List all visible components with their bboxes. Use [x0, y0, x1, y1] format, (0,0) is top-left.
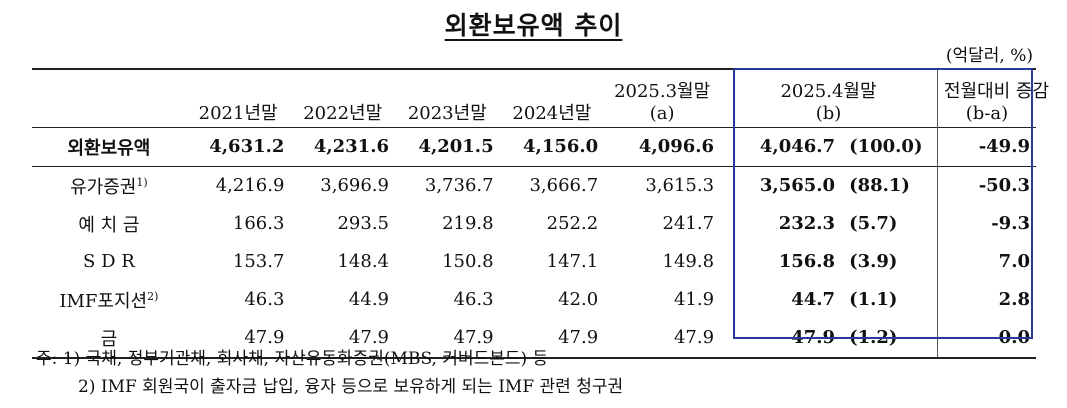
cell-2022: 47.9 — [348, 327, 389, 348]
cell-2025-03: 47.9 — [673, 327, 715, 348]
cell-2025-04: 156.8 — [778, 251, 836, 272]
header-row: 2021년말 2022년말 2023년말 2024년말 2025.3월말 (a) … — [32, 69, 1049, 127]
row-name: IMF포지션2) — [59, 289, 159, 312]
page-title: 외환보유액 추이 — [444, 11, 623, 40]
cell-share: (1.2) — [849, 327, 898, 348]
footnote-1: 주: 1) 국채, 정부기관채, 회사채, 자산유동화증권(MBS, 커버드본드… — [36, 349, 549, 369]
table-row: IMF포지션2) 46.3 44.9 46.3 42.0 41.9 44.7 (… — [32, 280, 1036, 319]
cell-2021: 166.3 — [232, 213, 285, 234]
cell-2024: 4,156.0 — [523, 136, 599, 157]
cell-2022: 3,696.9 — [320, 175, 389, 196]
table-row: 외환보유액 4,631.2 4,231.6 4,201.5 4,156.0 4,… — [32, 127, 1036, 166]
cell-2025-04: 47.9 — [791, 327, 836, 348]
cell-change: 0.0 — [936, 318, 1036, 358]
cell-2024: 47.9 — [558, 327, 599, 348]
row-name: 금 — [100, 328, 118, 350]
cell-2025-04: 44.7 — [791, 289, 836, 310]
row-name: 예 치 금 — [78, 214, 140, 236]
cell-2025-04: 3,565.0 — [759, 175, 836, 196]
unit-label: (억달러, %) — [945, 46, 1033, 66]
cell-2021: 46.3 — [244, 289, 285, 310]
cell-2022: 293.5 — [337, 213, 389, 234]
cell-change: -50.3 — [936, 166, 1036, 205]
cell-share: (100.0) — [849, 136, 923, 157]
cell-share: (3.9) — [849, 251, 898, 272]
cell-2024: 42.0 — [558, 289, 599, 310]
header-2023: 2023년말 — [407, 102, 487, 124]
cell-2023: 46.3 — [453, 289, 494, 310]
cell-change: -49.9 — [936, 127, 1036, 166]
header-change: 전월대비 증감 (b-a) — [936, 69, 1049, 127]
cell-change: 7.0 — [936, 242, 1036, 281]
footnote-2: 2) IMF 회원국이 출자금 납입, 융자 등으로 보유하게 되는 IMF 관… — [78, 377, 624, 397]
cell-2025-03: 4,096.6 — [638, 136, 715, 157]
cell-2021: 47.9 — [244, 327, 285, 348]
cell-2023: 47.9 — [453, 327, 494, 348]
table-row: 유가증권1) 4,216.9 3,696.9 3,736.7 3,666.7 3… — [32, 166, 1036, 205]
cell-2023: 4,201.5 — [418, 136, 494, 157]
cell-2025-03: 241.7 — [662, 213, 715, 234]
row-name: S D R — [83, 251, 135, 272]
cell-2024: 147.1 — [546, 251, 599, 272]
cell-2023: 150.8 — [442, 251, 494, 272]
table-row: S D R 153.7 148.4 150.8 147.1 149.8 156.… — [32, 242, 1036, 281]
cell-change: 2.8 — [936, 280, 1036, 319]
header-2022: 2022년말 — [303, 102, 383, 124]
row-name: 외환보유액 — [67, 137, 151, 159]
cell-share: (88.1) — [849, 175, 910, 196]
row-name: 유가증권1) — [70, 175, 148, 198]
cell-2023: 3,736.7 — [424, 175, 494, 196]
header-2025-04: 2025.4월말 (b) — [780, 80, 877, 124]
cell-2024: 252.2 — [546, 213, 599, 234]
header-name — [32, 69, 186, 127]
cell-2025-03: 3,615.3 — [645, 175, 715, 196]
cell-change: -9.3 — [936, 204, 1036, 243]
cell-2025-03: 149.8 — [662, 251, 715, 272]
cell-2021: 4,631.2 — [209, 136, 285, 157]
cell-2021: 153.7 — [232, 251, 285, 272]
table-row: 예 치 금 166.3 293.5 219.8 252.2 241.7 232.… — [32, 204, 1036, 243]
cell-2021: 4,216.9 — [215, 175, 285, 196]
cell-2022: 148.4 — [337, 251, 389, 272]
cell-2023: 219.8 — [442, 213, 494, 234]
cell-2024: 3,666.7 — [529, 175, 599, 196]
cell-share: (1.1) — [849, 289, 898, 310]
cell-2022: 4,231.6 — [313, 136, 389, 157]
cell-2025-04: 4,046.7 — [759, 136, 836, 157]
header-2025-03: 2025.3월말 (a) — [614, 80, 711, 124]
cell-2022: 44.9 — [348, 289, 389, 310]
cell-2025-03: 41.9 — [673, 289, 715, 310]
reserves-table: 2021년말 2022년말 2023년말 2024년말 2025.3월말 (a) … — [32, 68, 1049, 359]
header-2024: 2024년말 — [512, 102, 592, 124]
cell-share: (5.7) — [849, 213, 898, 234]
header-2021: 2021년말 — [198, 102, 278, 124]
cell-2025-04: 232.3 — [778, 213, 836, 234]
